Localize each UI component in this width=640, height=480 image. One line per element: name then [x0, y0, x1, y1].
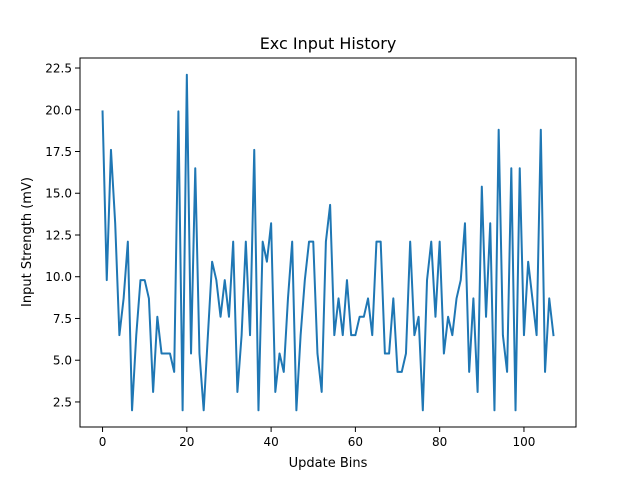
y-tick-label: 17.5 — [45, 145, 72, 159]
x-tick-label: 0 — [99, 435, 107, 449]
y-tick-label: 2.5 — [53, 395, 72, 409]
series-line — [101, 73, 555, 412]
x-tick-label: 40 — [263, 435, 278, 449]
x-tick-label: 20 — [179, 435, 194, 449]
x-tick-label: 80 — [432, 435, 447, 449]
chart-title: Exc Input History — [260, 34, 397, 53]
plot-frame — [79, 57, 577, 428]
x-tick-label: 60 — [348, 435, 363, 449]
y-axis-label: Input Strength (mV) — [20, 177, 35, 307]
x-axis-label: Update Bins — [289, 456, 368, 471]
y-tick-label: 12.5 — [45, 228, 72, 242]
y-axis-ticks: 2.5 5.0 7.5 10.0 12.5 15.0 17.5 20.0 22.5 — [45, 62, 80, 409]
y-tick-label: 5.0 — [53, 354, 72, 368]
y-tick-label: 15.0 — [45, 187, 72, 201]
y-tick-label: 22.5 — [45, 62, 72, 76]
x-axis-ticks: 0 20 40 60 80 100 — [99, 427, 536, 449]
y-tick-label: 20.0 — [45, 103, 72, 117]
y-tick-label: 7.5 — [53, 312, 72, 326]
y-tick-label: 10.0 — [45, 270, 72, 284]
x-tick-label: 100 — [513, 435, 536, 449]
